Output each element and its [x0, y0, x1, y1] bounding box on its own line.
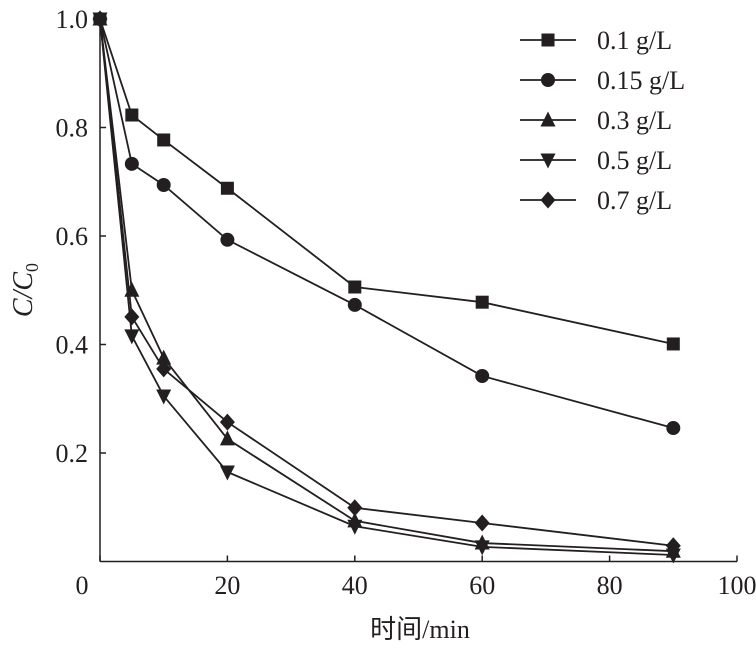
data-point	[667, 337, 680, 350]
legend-entry: 0.3 g/L	[520, 106, 672, 135]
x-tick-label: 20	[214, 571, 240, 600]
y-axis-label-sub: 0	[22, 263, 42, 272]
legend-marker	[541, 73, 555, 87]
legend-entry: 0.15 g/L	[520, 66, 685, 95]
x-tick-label: 100	[718, 571, 756, 600]
x-tick-label: 80	[597, 571, 623, 600]
data-point	[157, 133, 170, 146]
series-0-15-g-L	[93, 12, 680, 435]
series-line	[100, 19, 673, 551]
data-point	[220, 414, 235, 431]
legend-label: 0.1 g/L	[597, 26, 672, 55]
y-tick-label: 0.8	[56, 114, 89, 143]
series-line	[100, 19, 673, 428]
series-line	[100, 19, 673, 546]
data-point	[157, 178, 171, 192]
y-tick-label: 0.6	[56, 222, 89, 251]
data-point	[125, 157, 139, 171]
series-line	[100, 19, 673, 555]
x-tick-label: 60	[469, 571, 495, 600]
data-point	[124, 329, 139, 344]
series-0-1-g-L	[94, 13, 680, 351]
data-point	[475, 514, 490, 531]
legend-marker	[541, 112, 556, 127]
series-0-7-g-L	[93, 11, 681, 555]
series-0-3-g-L	[93, 11, 681, 558]
y-tick-label: 1.0	[56, 5, 89, 34]
series-0-5-g-L	[93, 13, 681, 564]
x-axis-label: 时间/min	[370, 615, 470, 644]
legend-label: 0.3 g/L	[597, 106, 672, 135]
legend-entry: 0.1 g/L	[520, 26, 672, 55]
y-axis-label: C/C0	[8, 263, 42, 317]
data-point	[125, 109, 138, 122]
data-point	[348, 298, 362, 312]
legend-entry: 0.5 g/L	[520, 146, 672, 175]
data-point	[476, 296, 489, 309]
data-point	[221, 182, 234, 195]
series-line	[100, 19, 673, 344]
legend-label: 0.15 g/L	[597, 66, 685, 95]
data-point	[220, 233, 234, 247]
x-tick-label: 0	[76, 571, 89, 600]
data-point	[347, 499, 362, 516]
data-point	[475, 369, 489, 383]
data-point	[220, 465, 235, 480]
legend-label: 0.7 g/L	[597, 186, 672, 215]
legend-marker	[541, 154, 556, 169]
x-tick-label: 40	[342, 571, 368, 600]
y-tick-label: 0.4	[56, 331, 89, 360]
legend-label: 0.5 g/L	[597, 146, 672, 175]
legend-entry: 0.7 g/L	[520, 186, 672, 215]
y-axis-label-main: C/C	[8, 272, 39, 317]
data-point	[666, 421, 680, 435]
y-tick-label: 0.2	[56, 439, 89, 468]
data-point	[124, 308, 139, 325]
legend-marker	[541, 192, 556, 209]
data-point	[348, 280, 361, 293]
legend-marker	[542, 34, 555, 47]
